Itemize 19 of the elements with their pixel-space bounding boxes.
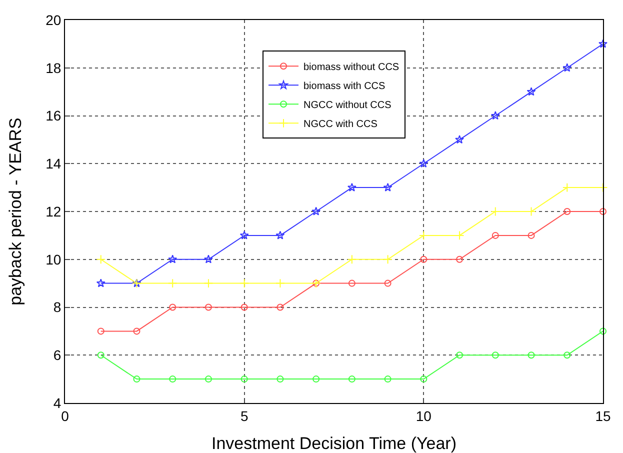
x-tick-label: 5: [240, 408, 248, 424]
y-tick-label: 12: [46, 203, 62, 220]
x-axis-title: Investment Decision Time (Year): [211, 434, 457, 453]
y-tick-label: 8: [53, 299, 62, 316]
y-axis-title: payback period - YEARS: [6, 118, 25, 306]
y-tick-label: 4: [53, 394, 62, 411]
legend-label: biomass without CCS: [304, 62, 400, 74]
legend-label: NGCC with CCS: [304, 119, 378, 130]
y-tick-label: 20: [46, 12, 62, 28]
y-tick-label: 6: [53, 347, 62, 364]
y-tick-label: 18: [46, 60, 62, 76]
x-tick-label: 0: [61, 408, 70, 424]
x-tick-label: 15: [595, 408, 611, 424]
legend-label: NGCC without CCS: [304, 100, 392, 112]
y-tick-label: 16: [46, 108, 62, 124]
y-tick-label: 14: [46, 156, 62, 172]
legend-label: biomass with CCS: [304, 81, 386, 92]
y-tick-label: 10: [46, 251, 62, 268]
x-tick-label: 10: [416, 408, 432, 424]
